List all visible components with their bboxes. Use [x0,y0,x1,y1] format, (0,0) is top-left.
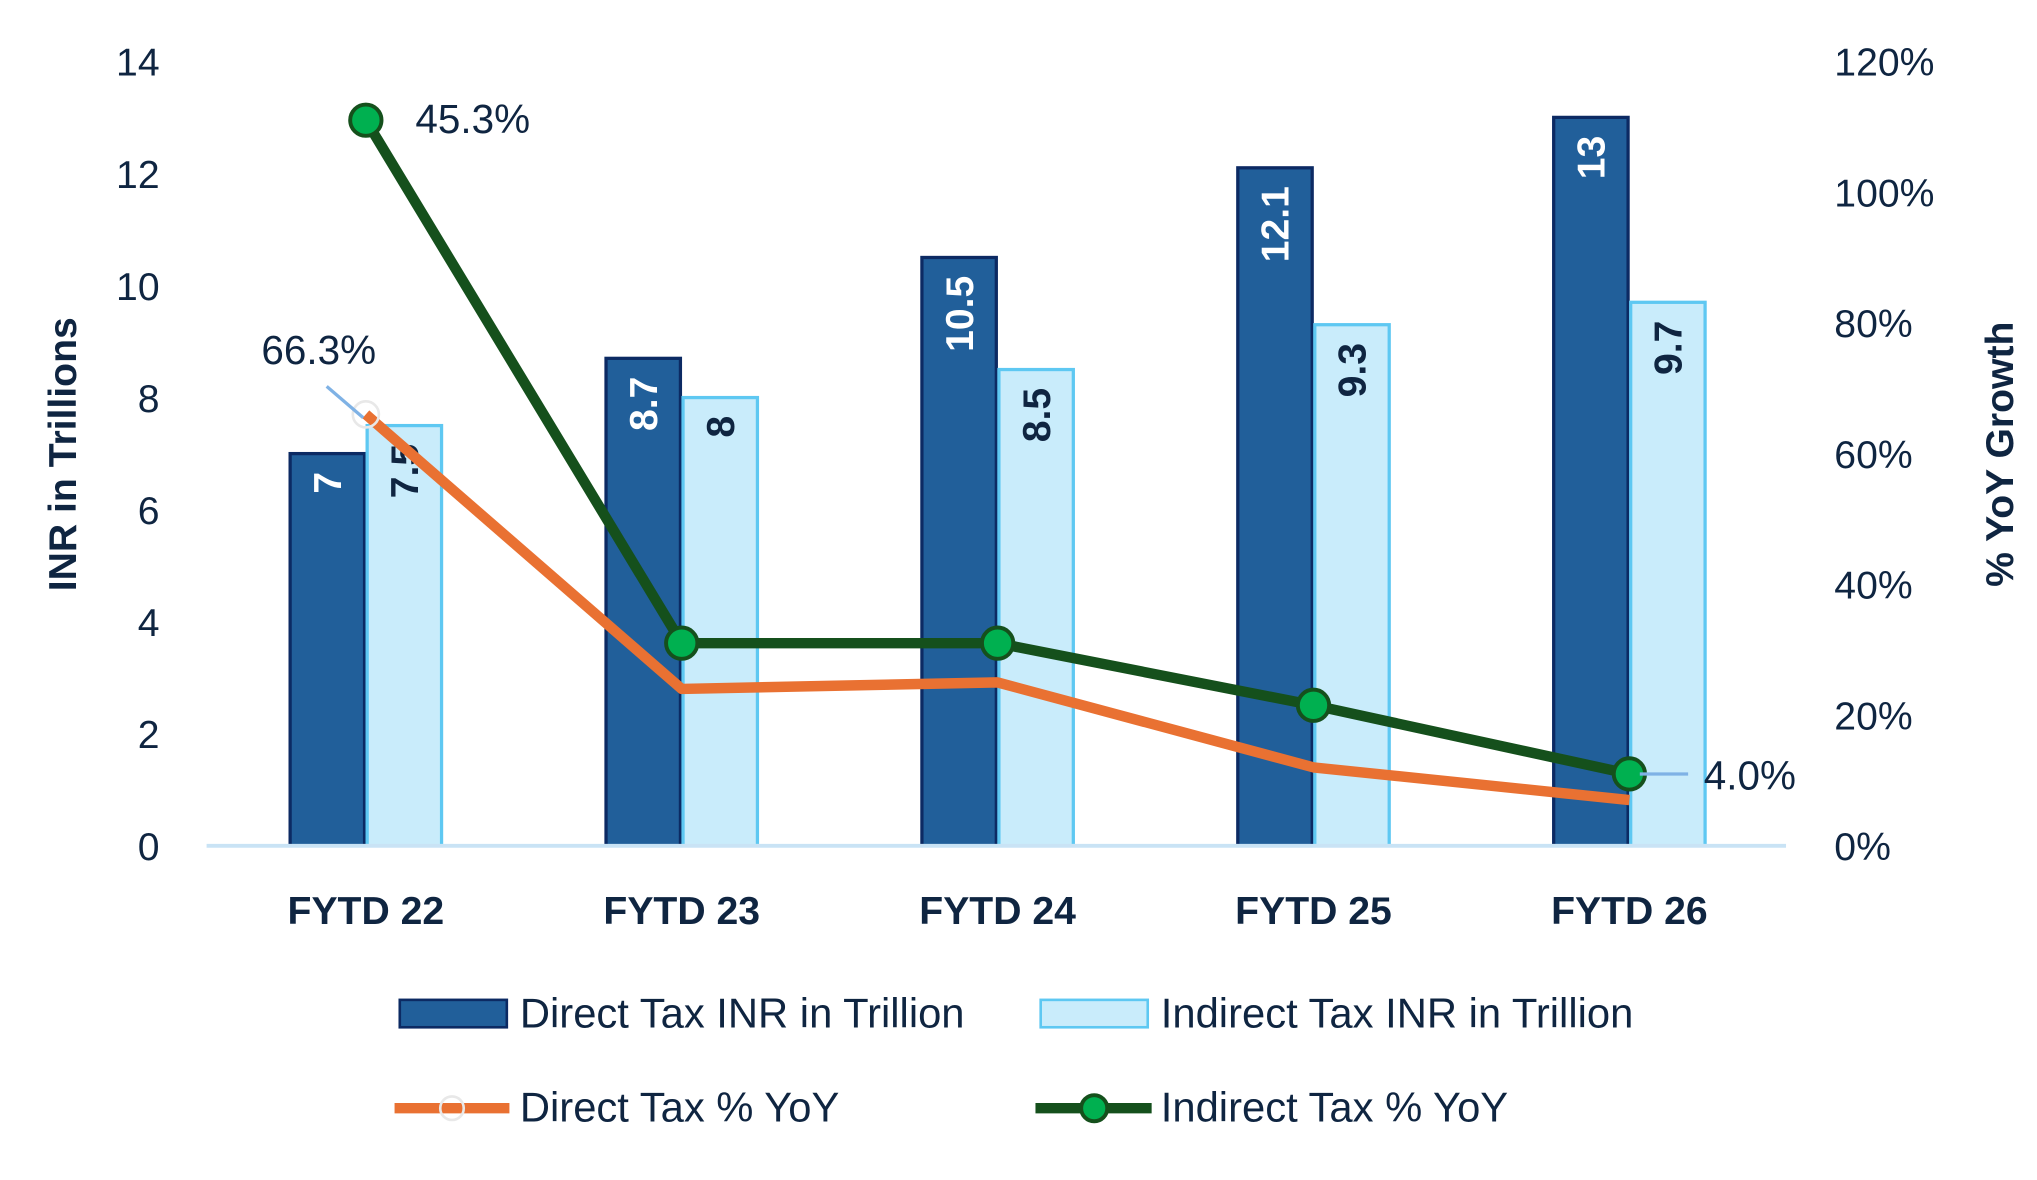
indirect-bar-data-label: 8.5 [1016,388,1059,442]
legend-swatch-indirect-bar [1039,998,1150,1029]
direct-yoy-marker [351,400,381,429]
indirect-yoy-marker [348,102,384,138]
y-left-tick-label: 2 [138,714,160,757]
legend-marker-direct-line [438,1095,466,1122]
x-category-label: FYTD 25 [1235,890,1392,933]
y-left-tick-label: 10 [116,266,160,309]
indirect-bar-data-label: 9.7 [1648,321,1691,375]
legend-label-indirect-bar: Indirect Tax INR in Trillion [1161,989,1634,1036]
indirect-bar-data-label: 9.3 [1332,343,1375,397]
indirect-bar-data-label: 8 [700,416,743,438]
annotation-leader-line [325,385,365,419]
y-right-tick-label: 80% [1834,303,1912,346]
indirect-tax-bar [997,367,1075,848]
y-right-tick-label: 0% [1834,826,1891,869]
y-left-tick-label: 14 [116,42,160,85]
y-left-axis-title: INR in Trillions [42,317,85,591]
legend-swatch-direct-bar [398,998,509,1029]
direct-bar-data-label: 7 [307,472,350,494]
y-left-tick-label: 6 [138,490,160,533]
direct-tax-bar [920,255,998,848]
indirect-tax-bar [681,395,760,848]
indirect-yoy-marker [979,625,1016,661]
y-right-tick-label: 120% [1834,42,1934,85]
y-left-tick-label: 4 [138,602,160,645]
indirect-yoy-marker [664,625,700,661]
y-left-tick-label: 12 [116,154,160,197]
x-category-label: FYTD 24 [919,890,1076,933]
y-right-axis-title: % YoY Growth [1979,322,2022,587]
y-left-tick-label: 0 [138,826,160,869]
direct-tax-bar [288,451,367,848]
x-category-label: FYTD 23 [603,890,760,933]
indirect-yoy-annotation: 45.3% [415,96,530,142]
y-right-tick-label: 100% [1834,172,1934,215]
y-right-tick-label: 20% [1834,695,1912,738]
y-right-tick-label: 60% [1834,434,1912,477]
indirect-tax-bar [365,423,444,848]
direct-tax-bar [1552,115,1630,848]
x-category-label: FYTD 22 [288,890,445,933]
direct-tax-bar [604,356,683,848]
direct-yoy-annotation: 66.3% [261,327,376,373]
x-category-label: FYTD 26 [1551,890,1708,933]
y-right-tick-label: 40% [1834,565,1912,608]
direct-bar-data-label: 12.1 [1255,186,1298,262]
legend-marker-indirect-line [1079,1093,1110,1124]
direct-bar-data-label: 13 [1571,136,1614,180]
y-left-tick-label: 8 [138,378,160,421]
legend: Direct Tax INR in Trillion Indirect Tax … [394,989,1634,1130]
indirect-yoy-marker [1295,687,1332,723]
direct-bar-data-label: 10.5 [939,276,982,352]
direct-tax-bar [1236,166,1314,848]
legend-label-indirect-line: Indirect Tax % YoY [1161,1083,1508,1130]
direct-yoy-line [362,410,1630,806]
legend-label-direct-line: Direct Tax % YoY [520,1083,839,1130]
direct-bar-data-label: 8.7 [623,377,666,431]
legend-label-direct-bar: Direct Tax INR in Trillion [520,989,965,1036]
indirect-yoy-annotation: 4.0% [1704,753,1796,799]
